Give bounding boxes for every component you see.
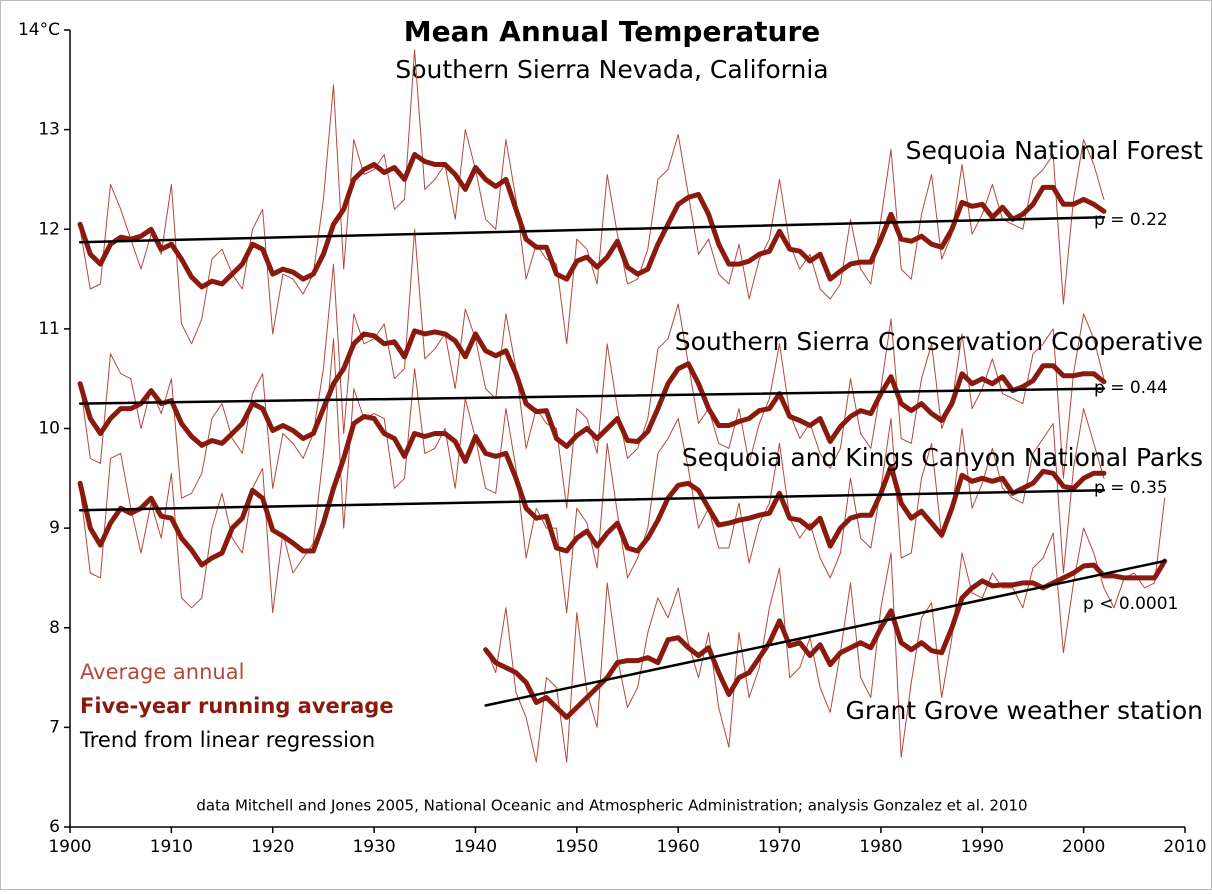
region-label: Southern Sierra Conservation Cooperative [675,327,1203,356]
x-tick-label: 1970 [758,837,801,857]
running-average-line [77,414,1107,568]
y-tick-label: 7 [49,717,60,737]
x-tick-label: 1920 [251,837,294,857]
region-label: Grant Grove weather station [845,696,1203,725]
region-label: Sequoia and Kings Canyon National Parks [682,443,1203,472]
x-tick-label: 1930 [352,837,395,857]
legend-entry: Five-year running average [80,694,394,718]
p-value-label: p = 0.44 [1094,378,1168,398]
running-average-line [483,558,1168,720]
annual-line [485,497,1166,763]
region-label: Sequoia National Forest [906,136,1204,165]
x-tick-label: 1940 [454,837,497,857]
x-tick-label: 1980 [859,837,902,857]
legend-entry: Trend from linear regression [79,728,375,752]
x-tick-label: 2000 [1062,837,1105,857]
running-average-line [77,152,1107,290]
x-tick-label: 1960 [657,837,700,857]
y-tick-label: 10 [38,419,60,439]
chart-subtitle: Southern Sierra Nevada, California [395,55,828,84]
x-tick-label: 1900 [48,837,91,857]
source-note: data Mitchell and Jones 2005, National O… [196,797,1027,815]
p-value-label: p < 0.0001 [1083,594,1178,614]
y-tick-label: 14°C [18,20,60,40]
x-tick-label: 1910 [150,837,193,857]
y-tick-label: 12 [38,219,60,239]
y-tick-label: 13 [38,120,60,140]
trend-line [78,387,1106,405]
p-value-label: p = 0.22 [1094,210,1168,230]
trend-line [78,489,1106,512]
y-tick-label: 6 [49,817,60,837]
chart-title: Mean Annual Temperature [404,15,821,48]
trend-line [78,216,1106,244]
x-tick-label: 1950 [555,837,598,857]
x-tick-label: 2010 [1163,837,1206,857]
y-tick-label: 9 [49,518,60,538]
legend-entry: Average annual [80,660,244,684]
trend-line [484,559,1166,707]
x-tick-label: 1990 [961,837,1004,857]
running-average-line [77,328,1107,449]
y-tick-label: 8 [49,618,60,638]
p-value-label: p = 0.35 [1094,478,1168,498]
y-tick-label: 11 [38,319,60,339]
